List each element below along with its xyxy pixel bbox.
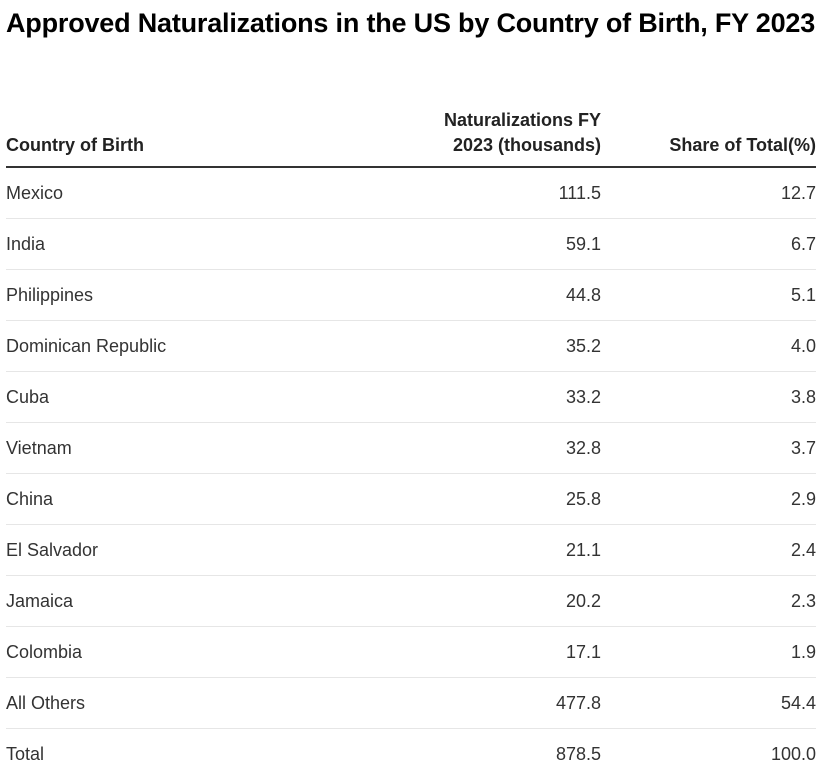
cell-share: 6.7 (601, 219, 816, 270)
header-naturalizations: Naturalizations FY 2023 (thousands) (416, 108, 601, 167)
cell-share: 3.8 (601, 372, 816, 423)
cell-share: 4.0 (601, 321, 816, 372)
naturalizations-table: Country of Birth Naturalizations FY 2023… (6, 108, 816, 779)
cell-naturalizations: 32.8 (416, 423, 601, 474)
cell-country: China (6, 474, 416, 525)
cell-country: Dominican Republic (6, 321, 416, 372)
cell-share: 2.3 (601, 576, 816, 627)
cell-naturalizations: 25.8 (416, 474, 601, 525)
cell-country: Vietnam (6, 423, 416, 474)
header-row: Country of Birth Naturalizations FY 2023… (6, 108, 816, 167)
cell-share: 100.0 (601, 729, 816, 779)
cell-country: Jamaica (6, 576, 416, 627)
header-country: Country of Birth (6, 108, 416, 167)
cell-naturalizations: 21.1 (416, 525, 601, 576)
cell-share: 54.4 (601, 678, 816, 729)
cell-country: All Others (6, 678, 416, 729)
cell-naturalizations: 477.8 (416, 678, 601, 729)
cell-naturalizations: 35.2 (416, 321, 601, 372)
cell-country: Colombia (6, 627, 416, 678)
cell-share: 1.9 (601, 627, 816, 678)
cell-naturalizations: 878.5 (416, 729, 601, 779)
cell-country: El Salvador (6, 525, 416, 576)
cell-naturalizations: 17.1 (416, 627, 601, 678)
header-share: Share of Total(%) (601, 108, 816, 167)
cell-share: 2.9 (601, 474, 816, 525)
cell-country: Philippines (6, 270, 416, 321)
cell-naturalizations: 111.5 (416, 167, 601, 219)
cell-share: 12.7 (601, 167, 816, 219)
cell-share: 2.4 (601, 525, 816, 576)
cell-naturalizations: 59.1 (416, 219, 601, 270)
cell-share: 5.1 (601, 270, 816, 321)
cell-naturalizations: 20.2 (416, 576, 601, 627)
cell-share: 3.7 (601, 423, 816, 474)
table-header: Country of Birth Naturalizations FY 2023… (6, 108, 816, 167)
cell-country: Total (6, 729, 416, 779)
cell-country: Cuba (6, 372, 416, 423)
cell-country: India (6, 219, 416, 270)
cell-naturalizations: 33.2 (416, 372, 601, 423)
cell-country: Mexico (6, 167, 416, 219)
cell-naturalizations: 44.8 (416, 270, 601, 321)
chart-title: Approved Naturalizations in the US by Co… (6, 0, 816, 40)
